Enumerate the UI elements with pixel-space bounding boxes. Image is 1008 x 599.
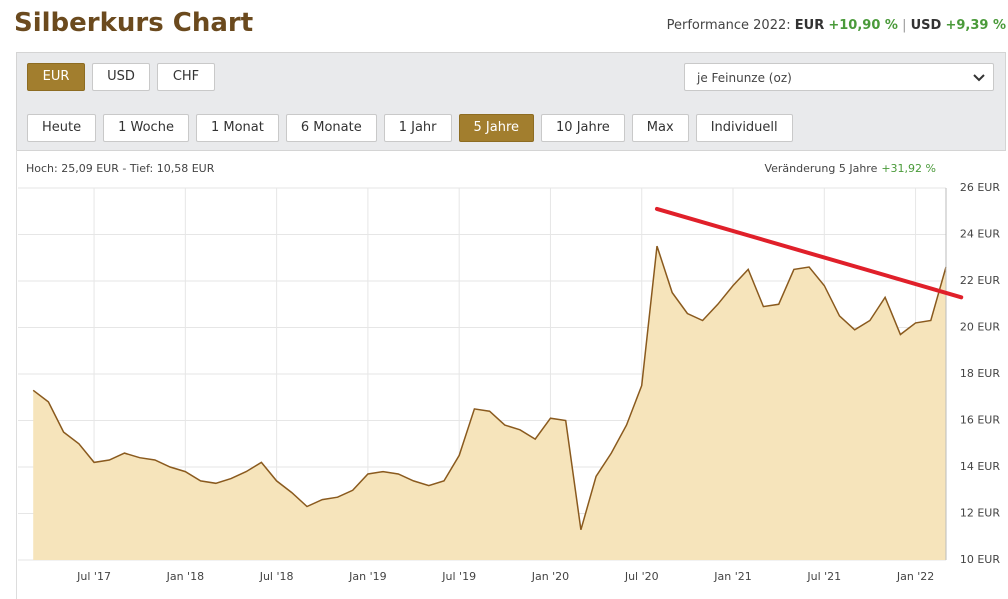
controls: EUR USD CHF je Feinunze (oz) Heute 1 Woche 1… [16,52,1006,151]
chart-panel [16,150,1007,599]
button[interactable]: 1 Jahr [383,114,452,142]
y-tick-label: 18 EUR [960,367,1000,380]
area [33,246,946,560]
x-tick-label: Jan '21 [713,570,751,583]
y-tick-label: 20 EUR [960,321,1000,334]
change-label: Veränderung 5 Jahre [764,162,877,175]
x-tick-label: Jul '20 [624,570,659,583]
high-low: Hoch: 25,09 EUR - Tief: 10,58 EUR [26,162,215,175]
currency: USD [910,18,942,33]
button[interactable]: EUR [27,63,85,91]
y-tick-label: 16 EUR [960,414,1000,427]
y-tick-label: 26 EUR [960,181,1000,194]
x-tick-label: Jan '22 [896,570,934,583]
x-tick-label: Jul '19 [441,570,476,583]
period-buttons: Heute 1 Woche 1 Monat 6 Monate 1 Jahr 5 Jahre… [27,114,793,142]
button[interactable]: 1 Woche [103,114,189,142]
change: +9,39 % [945,18,1006,33]
button[interactable]: 10 Jahre [541,114,625,142]
performance: Performance 2022: EUR +10,90 % | USD +9,… [667,18,1006,33]
unit-select-text: je Feinunze (oz) [697,71,792,85]
dropdown-arrow [973,74,985,82]
page-title: Silberkurs Chart [14,8,254,38]
y-tick-label: 12 EUR [960,507,1000,520]
button[interactable]: 5 Jahre [458,114,535,142]
y-tick-label: 24 EUR [960,228,1000,241]
x-tick-label: Jan '19 [348,570,386,583]
x-tick-label: Jul '21 [806,570,841,583]
y-tick-label: 14 EUR [960,460,1000,473]
x-tick-label: Jan '20 [531,570,569,583]
button[interactable]: CHF [157,63,215,91]
trendline [654,206,964,300]
x-tick-label: Jul '18 [259,570,294,583]
unit-select[interactable]: je Feinunze (oz) [684,63,994,91]
button[interactable]: 1 Monat [195,114,279,142]
change: +10,90 % [828,18,898,33]
price-line [32,245,947,531]
change-value: +31,92 % [881,162,936,175]
button[interactable]: Individuell [695,114,793,142]
button[interactable]: 6 Monate [285,114,377,142]
currency: EUR [794,18,825,33]
button[interactable]: Max [631,114,689,142]
x-tick-label: Jul '17 [76,570,111,583]
performance-label: Performance 2022: [666,18,791,33]
separator: | [902,18,907,33]
button[interactable]: Heute [27,114,97,142]
currency-buttons: EUR USD CHF [27,63,215,91]
y-tick-label: 22 EUR [960,274,1000,287]
button[interactable]: USD [92,63,150,91]
change-info: Veränderung 5 Jahre +31,92 % [764,162,936,175]
x-tick-label: Jan '18 [166,570,204,583]
y-tick-label: 10 EUR [960,553,1000,566]
